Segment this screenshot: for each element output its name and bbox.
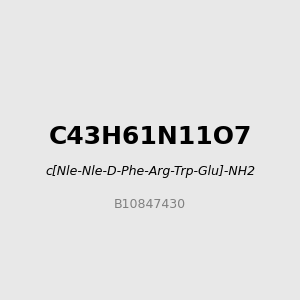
Text: C43H61N11O7: C43H61N11O7 <box>48 124 252 148</box>
Text: c[Nle-Nle-D-Phe-Arg-Trp-Glu]-NH2: c[Nle-Nle-D-Phe-Arg-Trp-Glu]-NH2 <box>45 165 255 178</box>
Text: B10847430: B10847430 <box>114 197 186 211</box>
